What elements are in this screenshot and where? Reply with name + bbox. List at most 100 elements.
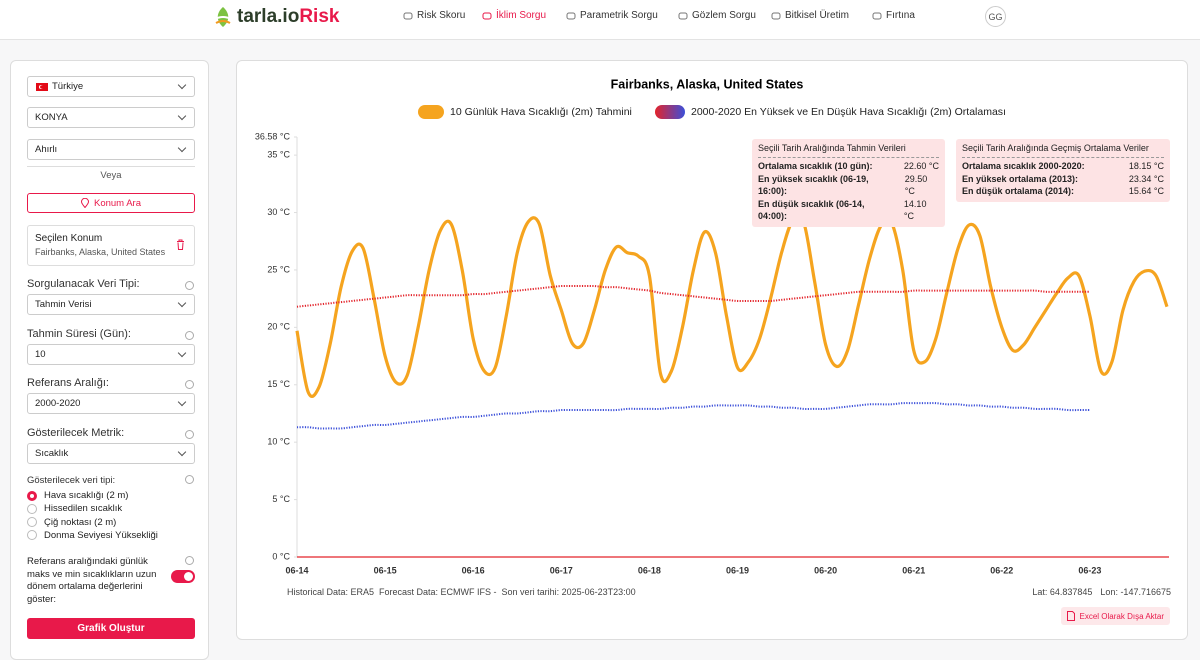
x-tick-label: 06-20 [814,565,837,575]
submit-button[interactable]: Grafik Oluştur [27,618,195,639]
toggle-label: Referans aralığındaki günlük maks ve min… [27,556,157,605]
nav-item-text: Gözlem Sorgu [692,10,756,21]
y-tick-label: 15 °C [267,379,290,389]
historical-source: Historical Data: ERA5 [287,587,375,597]
info-box: Seçili Tarih Aralığında Tahmin Verileri O… [752,139,945,227]
info-value: 23.34 °C [1128,173,1164,184]
district-select[interactable]: Ahırlı [27,139,195,160]
info-title: Seçili Tarih Aralığında Geçmiş Ortalama … [962,143,1164,158]
info-label: En yüksek ortalama (2013): [962,173,1079,184]
help-icon[interactable] [185,331,194,340]
flag [36,83,48,91]
info-label: Ortalama sıcaklık (10 gün): [758,161,873,171]
radio-text: Hissedilen sıcaklık [44,503,123,515]
help-icon[interactable] [185,430,194,439]
country-select[interactable]: Türkiye [27,76,195,97]
field-label: Tahmin Süresi (Gün): [27,328,131,340]
or-text: Veya [100,170,122,181]
radio-option[interactable]: Çiğ noktası (2 m) [27,517,116,528]
pin-icon [81,198,89,208]
x-tick-label: 06-17 [550,565,573,575]
info-label: En düşük ortalama (2014): [962,186,1075,196]
nav-item-text: İklim Sorgu [496,10,547,21]
info-label: En düşük sıcaklık (06-14, 04:00): [758,198,865,222]
nav-icon [872,12,882,20]
export-text: Excel Olarak Dışa Aktar [1079,611,1164,621]
data-source: Historical Data: ERA5 Forecast Data: ECMW… [287,587,636,597]
radio-option[interactable]: Hissedilen sıcaklık [27,503,122,514]
x-tick-label: 06-23 [1078,565,1101,575]
logo-accent: Risk [299,6,340,27]
nav-icon [482,12,492,20]
field-label: Sorgulanacak Veri Tipi: [27,278,140,290]
series-line [295,213,1169,398]
radio-label: Gösterilecek veri tipi: [27,475,116,486]
x-tick-label: 06-22 [990,565,1013,575]
y-tick-label: 10 °C [267,437,290,447]
legend-label: 2000-2020 En Yüksek ve En Düşük Hava Sıc… [691,106,1006,118]
radio-option[interactable]: Donma Seviyesi Yüksekliği [27,530,158,541]
nav-item[interactable]: Parametrik Sorgu [566,10,658,21]
divider [27,166,195,167]
nav-item[interactable]: Bitkisel Üretim [771,10,849,21]
field-select[interactable]: 2000-2020 [27,393,195,414]
radio-text: Donma Seviyesi Yüksekliği [44,529,158,541]
y-tick-label: 5 °C [272,494,290,504]
logo-icon [214,7,232,27]
info-row: En düşük sıcaklık (06-14, 04:00): 14.10 °… [758,198,939,223]
field-label: Gösterilecek Metrik: [27,427,125,439]
nav-item[interactable]: Risk Skoru [403,10,465,21]
selected-location: Seçilen Konum Fairbanks, Alaska, United … [27,225,195,266]
chart: Fairbanks, Alaska, United States 0 °C 5 °… [255,77,1169,575]
nav-icon [566,12,576,20]
x-tick-label: 06-21 [902,565,925,575]
radio-dot [27,530,37,541]
help-icon[interactable] [185,475,194,484]
toggle[interactable] [171,570,195,583]
x-tick-label: 06-19 [726,565,749,575]
nav-item-text: Bitkisel Üretim [785,10,849,21]
series-line [296,402,1090,430]
field-select[interactable]: 10 [27,344,195,365]
toggle-knob [184,572,193,581]
info-value: 29.50 °C [904,173,928,197]
help-icon[interactable] [185,281,194,290]
coordinates: Lat: 64.837845 Lon: -147.716675 [1032,587,1171,597]
nav-item[interactable]: Gözlem Sorgu [678,10,756,21]
info-box: Seçili Tarih Aralığında Geçmiş Ortalama … [956,139,1170,202]
logo: tarla.ioRisk [237,6,339,28]
avatar[interactable]: GG [985,6,1006,27]
info-value: 15.64 °C [1128,186,1164,196]
export-button[interactable]: Excel Olarak Dışa Aktar [1060,607,1170,625]
info-row: Ortalama sıcaklık (10 gün): 22.60 °C [758,160,939,173]
nav-item-text: Risk Skoru [417,10,466,21]
delete-icon[interactable] [176,239,185,250]
logo-text: tarla.io [237,6,300,27]
nav-item[interactable]: Fırtına [872,10,915,21]
x-tick-label: 06-15 [374,565,397,575]
nav-item[interactable]: İklim Sorgu [482,10,546,21]
lat: Lat: 64.837845 [1032,587,1093,597]
field-label: Referans Aralığı: [27,377,109,389]
province-select[interactable]: KONYA [27,107,195,128]
radio-option[interactable]: Hava sıcaklığı (2 m) [27,490,128,501]
y-tick-label: 20 °C [267,322,290,332]
last-date: Son veri tarihi: 2025-06-23T23:00 [501,587,636,597]
info-value: 22.60 °C [903,161,939,171]
y-tick-label: 35 °C [267,150,290,160]
nav-icon [403,12,413,20]
radio-dot [27,490,37,501]
search-button[interactable]: Konum Ara [27,193,195,213]
legend-swatch [655,105,685,119]
lon: Lon: -147.716675 [1100,587,1171,597]
x-tick-label: 06-16 [462,565,485,575]
y-tick-label: 25 °C [267,264,290,274]
help-icon[interactable] [185,556,194,565]
field-select[interactable]: Sıcaklık [27,443,195,464]
field-select[interactable]: Tahmin Verisi [27,294,195,315]
y-tick-label: 30 °C [267,207,290,217]
help-icon[interactable] [185,380,194,389]
info-value: 18.15 °C [1128,161,1164,171]
radio-text: Hava sıcaklığı (2 m) [44,490,129,501]
info-row: En yüksek sıcaklık (06-19, 16:00): 29.50 … [758,173,939,198]
